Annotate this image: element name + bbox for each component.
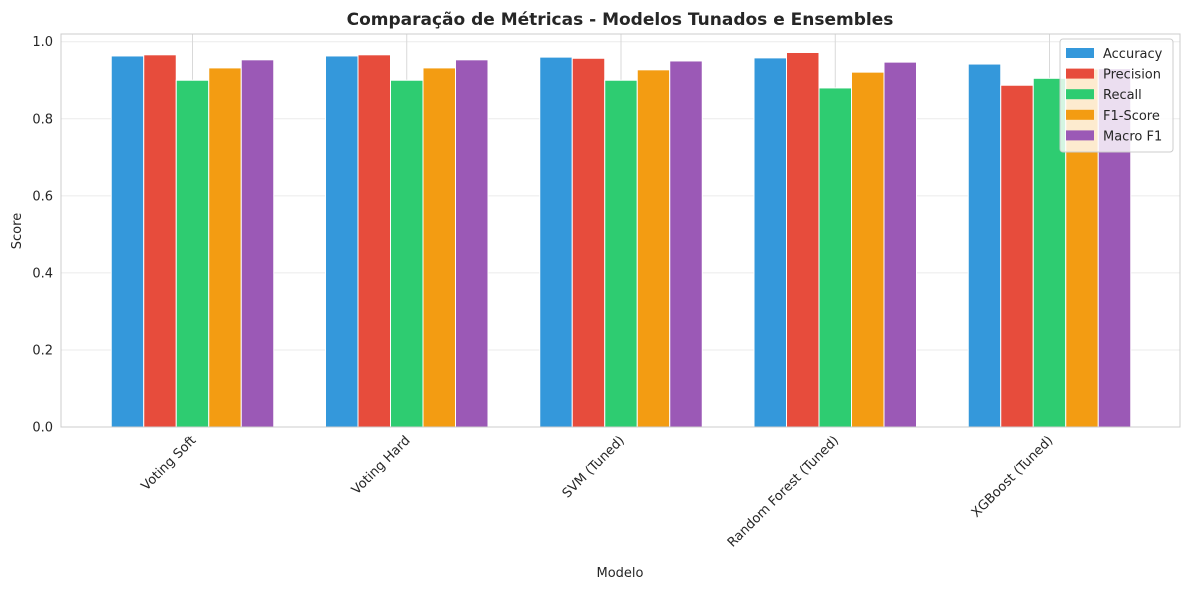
legend-swatch [1066, 109, 1094, 120]
bar-macro-f1 [883, 61, 917, 428]
bar-accuracy [325, 55, 359, 428]
bar-recall [175, 79, 210, 428]
bar-accuracy [753, 57, 787, 428]
bar-accuracy [539, 56, 573, 428]
legend-box [1059, 38, 1174, 153]
bar-macro-f1 [669, 60, 703, 428]
legend-label: F1-Score [1103, 109, 1160, 124]
legend-label: Macro F1 [1103, 129, 1162, 144]
bar-f1-score [636, 69, 671, 428]
legend-swatch [1066, 89, 1094, 100]
bar-f1-score [208, 67, 242, 428]
plot-frame [60, 33, 1181, 428]
chart-title: Comparação de Métricas - Modelos Tunados… [347, 10, 894, 30]
y-tick-label: 0.6 [32, 189, 53, 204]
bar-f1-score [851, 71, 885, 428]
bar-precision [786, 51, 820, 428]
y-tick-label: 0.0 [32, 421, 53, 436]
legend-swatch [1066, 68, 1094, 79]
bar-recall [604, 79, 638, 428]
y-tick-label: 1.0 [32, 35, 53, 50]
bar-precision [571, 57, 606, 428]
bar-accuracy [110, 55, 145, 428]
y-axis-label: Score [10, 213, 25, 249]
y-tick-label: 0.2 [32, 343, 53, 358]
bar-macro-f1 [240, 59, 275, 428]
legend-swatch [1066, 130, 1094, 141]
legend-label: Recall [1103, 88, 1142, 103]
legend-swatch [1066, 48, 1094, 58]
legend-label: Precision [1103, 68, 1161, 83]
legend: Accuracy Precision Recall F1-Score Macro F1 [1059, 38, 1174, 153]
bar-recall [818, 87, 852, 428]
y-tick-label: 0.4 [32, 266, 53, 281]
y-tick-labels: 0.0 0.2 0.4 0.6 0.8 1.0 [32, 35, 53, 435]
bar-precision [143, 54, 177, 428]
legend-label: Accuracy [1103, 47, 1163, 62]
bar-f1-score [422, 67, 456, 428]
bar-recall [390, 79, 424, 428]
bar-precision [357, 54, 391, 428]
y-tick-label: 0.8 [32, 112, 53, 127]
bars [110, 51, 1132, 428]
bar-precision [1000, 84, 1034, 428]
bar-macro-f1 [455, 59, 489, 428]
bar-accuracy [967, 63, 1002, 428]
x-axis-label: Modelo [597, 566, 644, 581]
